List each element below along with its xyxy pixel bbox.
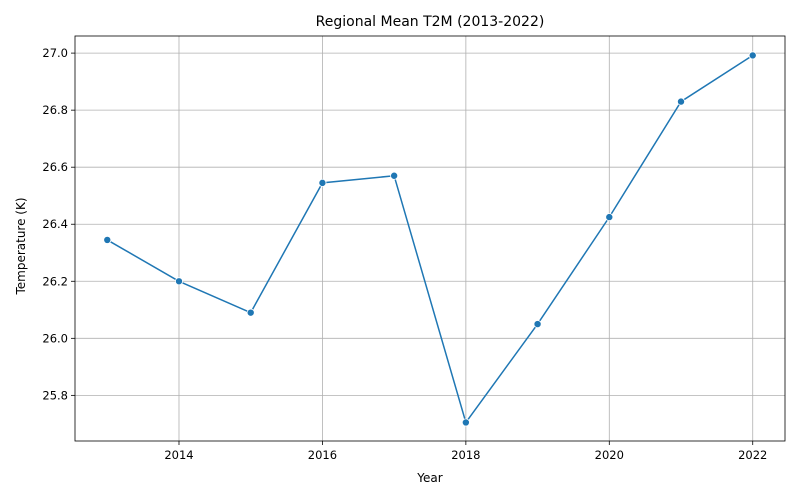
plot-frame — [74, 35, 786, 442]
data-point — [605, 213, 614, 222]
data-point — [390, 171, 399, 180]
x-tick-label: 2020 — [595, 448, 624, 462]
data-point — [318, 178, 327, 187]
data-series — [103, 51, 757, 427]
x-axis-label: Year — [416, 471, 442, 485]
x-tick-label: 2018 — [451, 448, 480, 462]
chart-title: Regional Mean T2M (2013-2022) — [316, 14, 545, 30]
y-tick-label: 26.2 — [42, 274, 68, 288]
grid-lines — [75, 36, 785, 441]
data-point — [748, 51, 757, 60]
x-tick-label: 2014 — [164, 448, 193, 462]
y-tick-label: 26.6 — [42, 160, 68, 174]
y-tick-label: 27.0 — [42, 46, 68, 60]
data-point — [246, 308, 255, 317]
data-point — [103, 235, 112, 244]
axes: 2014 2016 2018 2020 2022 25.8 26.0 26.2 26.4 26.6… — [42, 35, 786, 462]
y-axis-label: Temperature (K) — [14, 197, 28, 295]
x-tick-label: 2016 — [308, 448, 337, 462]
y-tick-label: 26.0 — [42, 331, 68, 345]
data-point — [677, 97, 686, 106]
y-tick-label: 26.4 — [42, 217, 68, 231]
data-point — [533, 320, 542, 329]
series-line — [106, 54, 754, 425]
data-point — [174, 277, 183, 286]
x-tick-label: 2022 — [738, 448, 767, 462]
y-tick-label: 26.8 — [42, 103, 68, 117]
y-tick-label: 25.8 — [42, 388, 68, 402]
data-point — [461, 418, 470, 427]
